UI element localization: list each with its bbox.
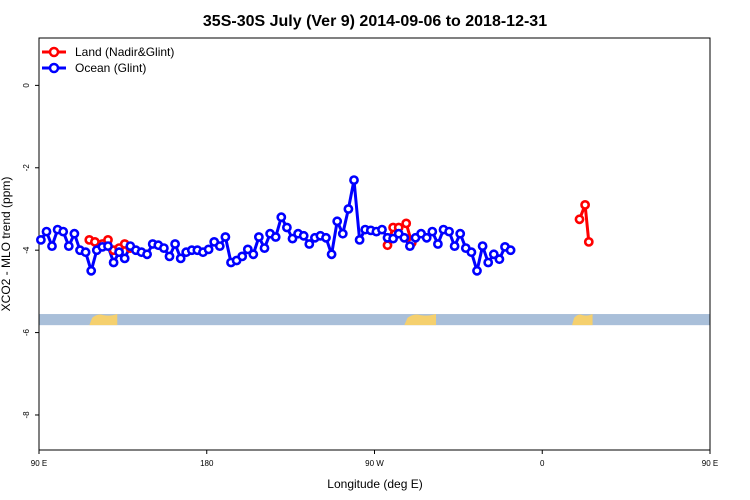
plot-area xyxy=(38,37,711,451)
ocean-data-point xyxy=(388,233,398,244)
ocean-data-point xyxy=(36,234,46,245)
ocean-data-point xyxy=(494,254,505,265)
band-ocean xyxy=(39,314,710,326)
ocean-data-point xyxy=(404,241,415,251)
band-land-segment xyxy=(404,314,437,326)
ocean-data-point xyxy=(483,257,494,268)
ocean-data-point xyxy=(281,222,292,233)
ocean-data-point xyxy=(488,249,499,260)
y-tick-label: -6 xyxy=(22,328,31,336)
ocean-data-point xyxy=(505,245,516,256)
ocean-data-point xyxy=(170,239,180,249)
ocean-data-point xyxy=(58,226,69,237)
ocean-data-point xyxy=(477,241,488,251)
ocean-data-point xyxy=(248,249,259,260)
ocean-data-point xyxy=(399,232,410,243)
band-land-segment xyxy=(572,314,593,326)
ocean-data-point xyxy=(142,249,152,260)
x-axis-label: Longitude (deg E) xyxy=(327,477,422,491)
ocean-data-point xyxy=(114,247,124,258)
x-tick-label: 180 xyxy=(200,459,214,468)
ocean-data-point xyxy=(337,228,348,239)
chart-title: 35S-30S July (Ver 9) 2014-09-06 to 2018-… xyxy=(203,13,547,30)
ocean-data-point xyxy=(276,212,287,223)
x-tick-label: 90 E xyxy=(702,459,718,468)
ocean-data-point xyxy=(47,241,57,251)
ocean-data-point xyxy=(321,232,331,243)
legend-ocean-label: Ocean (Glint) xyxy=(75,61,146,75)
y-tick-label: -2 xyxy=(22,164,31,172)
ocean-data-point xyxy=(175,253,186,264)
legend-land-label: Land (Nadir&Glint) xyxy=(75,45,174,59)
ocean-data-point xyxy=(421,232,432,243)
x-tick-label: 90 E xyxy=(31,459,47,468)
ocean-data-point xyxy=(164,251,175,262)
land-data-point xyxy=(574,214,585,225)
ocean-data-point xyxy=(103,241,113,251)
ocean-data-point xyxy=(158,243,169,253)
y-tick-label: 0 xyxy=(22,83,31,88)
legend-ocean-marker xyxy=(48,62,60,74)
y-tick-label: -4 xyxy=(22,246,31,254)
ocean-data-point xyxy=(108,257,119,268)
y-tick-label: -8 xyxy=(22,411,31,419)
ocean-data-point xyxy=(287,233,298,244)
ocean-data-point xyxy=(432,239,443,249)
ocean-series-line xyxy=(39,178,512,273)
ocean-data-point xyxy=(343,204,354,214)
land-data-point xyxy=(580,199,590,210)
ocean-data-point xyxy=(377,224,387,235)
series-layer xyxy=(36,175,594,276)
surface-band xyxy=(39,314,710,326)
ocean-data-point xyxy=(455,228,466,239)
ocean-data-point xyxy=(449,241,460,251)
ocean-data-point xyxy=(472,265,482,276)
ocean-data-point xyxy=(304,239,315,249)
ocean-data-point xyxy=(220,232,231,242)
ocean-data-point xyxy=(259,243,270,253)
land-data-point xyxy=(583,236,594,247)
ocean-data-point xyxy=(253,232,264,242)
legend-land-marker xyxy=(48,46,60,58)
ocean-data-point xyxy=(63,241,74,251)
x-axis: 90 E 180 90 W 0 90 E xyxy=(31,450,718,468)
band-land-segment xyxy=(89,314,118,326)
ocean-data-point xyxy=(69,228,80,239)
plot-frame xyxy=(38,37,711,451)
ocean-data-point xyxy=(444,226,454,237)
ocean-data-point xyxy=(270,232,281,242)
x-tick-label: 90 W xyxy=(365,459,384,468)
ocean-data-point xyxy=(41,226,52,237)
ocean-data-point xyxy=(427,226,438,237)
ocean-data-point xyxy=(332,216,343,227)
ocean-data-point xyxy=(349,175,359,185)
legend: Land (Nadir&Glint) Ocean (Glint) xyxy=(42,45,174,75)
ocean-data-point xyxy=(237,251,248,262)
ocean-data-point xyxy=(466,247,477,258)
ocean-data-point xyxy=(203,244,214,255)
ocean-data-point xyxy=(214,241,225,251)
ocean-data-point xyxy=(80,247,91,258)
x-tick-label: 0 xyxy=(540,459,545,468)
land-data-point xyxy=(90,236,100,247)
ocean-data-point xyxy=(326,249,337,260)
ocean-data-point xyxy=(354,234,365,245)
ocean-data-point xyxy=(119,253,130,264)
y-axis-label: XCO2 - MLO trend (ppm) xyxy=(0,177,13,312)
y-axis: 0 -2 -4 -6 -8 xyxy=(22,83,39,419)
ocean-data-point xyxy=(298,230,309,241)
land-data-point xyxy=(401,218,412,229)
ocean-data-point xyxy=(86,265,97,276)
